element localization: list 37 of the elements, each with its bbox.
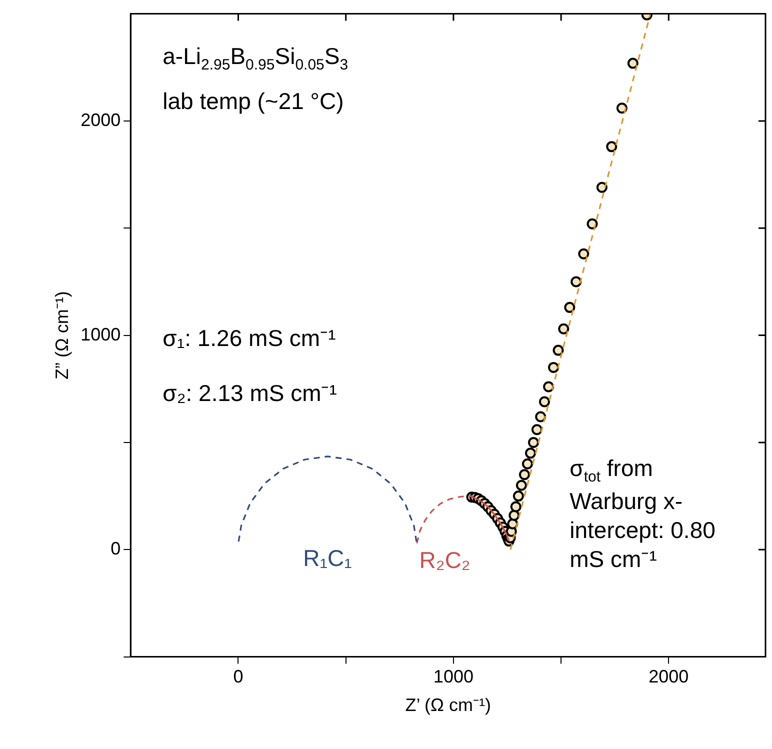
point	[535, 411, 546, 422]
series-label: R₂C₂	[419, 547, 470, 574]
y-tick-label: 1000	[80, 324, 121, 344]
annotation: σ₁: 1.26 mS cm⁻¹	[162, 324, 336, 353]
point	[596, 182, 608, 193]
point	[627, 58, 638, 69]
point	[531, 424, 542, 436]
point	[578, 248, 590, 260]
text: R₁C₁	[303, 545, 352, 572]
annotation: σ₂: 2.13 mS cm⁻¹	[162, 378, 337, 408]
point	[522, 458, 533, 470]
point	[586, 218, 598, 230]
point	[606, 141, 618, 152]
point	[510, 501, 522, 512]
annotation: a-Li$_{2.95}$B$_{0.95}$Si$_{0.05}$S$_{3}$	[162, 42, 348, 76]
point	[516, 480, 527, 491]
point	[512, 490, 524, 502]
y-axis-title: Z” (Ω cm⁻¹)	[52, 291, 72, 380]
point	[543, 381, 554, 392]
point	[570, 276, 582, 288]
line-series	[238, 456, 418, 542]
point	[538, 396, 550, 408]
y-tick-label: 2000	[80, 110, 121, 130]
x-tick-label: 0	[233, 666, 244, 687]
annotation: lab temp (~21 °C)	[162, 86, 344, 116]
point	[564, 302, 576, 313]
y-tick-label: 0	[110, 538, 121, 559]
annotation: σ$_{tot}$ from Warburg x-intercept: 0.80 mS cm⁻¹	[570, 454, 716, 574]
x-axis-title: Z’ (Ω cm⁻¹)	[405, 695, 491, 716]
x-tick-label: 1000	[433, 666, 474, 687]
point	[524, 448, 536, 459]
point	[552, 344, 564, 356]
point	[518, 469, 530, 480]
x-tick-label: 2000	[648, 666, 689, 687]
point	[548, 362, 560, 373]
point	[558, 323, 570, 334]
point	[528, 436, 540, 448]
